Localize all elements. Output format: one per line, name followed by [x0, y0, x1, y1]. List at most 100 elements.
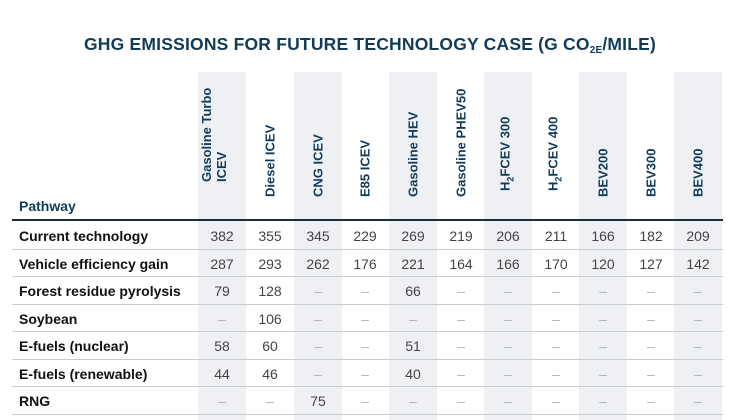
column-band	[579, 72, 627, 420]
table-cell: –	[314, 338, 322, 354]
table-cell: –	[218, 310, 226, 327]
table-cell: 287	[210, 255, 234, 272]
row-divider	[12, 248, 723, 250]
table-cell: –	[457, 338, 465, 354]
table-row: RNG – – 75 – – – – – – – –	[12, 387, 723, 415]
row-label: RNG	[19, 393, 51, 409]
table-cell: 58	[214, 338, 230, 354]
column-band	[389, 72, 437, 420]
table-cell: –	[314, 283, 322, 299]
column-band	[198, 72, 246, 420]
table-cell: –	[694, 393, 702, 409]
table-cell: 211	[544, 228, 568, 244]
table-cell: –	[647, 393, 655, 409]
row-divider	[12, 303, 723, 305]
table-row: Soybean – 106 – – – – – – – – –	[12, 305, 723, 332]
column-header: Gasoline HEV	[389, 72, 437, 218]
table-cell: 262	[306, 255, 330, 272]
column-band	[294, 72, 342, 420]
column-header: BEV200	[579, 72, 627, 218]
table-cell: 46	[262, 365, 278, 382]
table-cell: 355	[258, 228, 282, 244]
row-divider	[12, 276, 723, 277]
column-header: E85 ICEV	[341, 72, 389, 218]
column-header: H2FCEV 300	[484, 72, 532, 218]
table-cell: –	[647, 283, 655, 299]
table-cell: 164	[449, 255, 473, 272]
column-band	[484, 72, 532, 420]
column-header: CNG ICEV	[294, 72, 342, 218]
table-cell: 176	[353, 255, 377, 272]
table-cell: 120	[591, 255, 615, 272]
table-cell: 209	[686, 228, 710, 244]
table-cell: –	[694, 283, 702, 299]
column-header: Gasoline Turbo ICEV	[198, 72, 246, 218]
table-cell: 293	[258, 255, 282, 272]
column-header: Diesel ICEV	[246, 72, 294, 218]
table-cell: –	[457, 283, 465, 299]
table-cell: –	[504, 310, 512, 327]
table-cell: 221	[401, 255, 425, 272]
table-cell: 229	[353, 228, 377, 244]
pathway-column-header: Pathway	[19, 198, 76, 214]
page-title: GHG EMISSIONS FOR FUTURE TECHNOLOGY CASE…	[83, 34, 657, 56]
table-cell: –	[504, 393, 512, 409]
table-cell: –	[552, 310, 560, 327]
table-cell: –	[457, 365, 465, 382]
column-header: H2FCEV 400	[532, 72, 580, 218]
table-cell: –	[409, 310, 417, 327]
table-cell: 166	[496, 255, 520, 272]
column-header-label: Gasoline PHEV50	[453, 88, 469, 197]
table-cell: –	[361, 283, 369, 299]
column-header-label: H2FCEV 300	[497, 117, 516, 192]
table-cell: –	[694, 365, 702, 382]
table-cell: –	[694, 338, 702, 354]
table-cell: –	[409, 393, 417, 409]
table-cell: –	[504, 283, 512, 299]
table-cell: 382	[210, 228, 234, 244]
table-cell: –	[647, 365, 655, 382]
table-cell: –	[694, 310, 702, 327]
table-cell: –	[361, 365, 369, 382]
table-cell: –	[218, 393, 226, 409]
column-band	[674, 72, 722, 420]
table-cell: –	[599, 338, 607, 354]
table-cell: 170	[544, 255, 568, 272]
table-cell: 219	[449, 228, 473, 244]
table-cell: 206	[496, 228, 520, 244]
table-cell: 106	[258, 310, 282, 327]
row-divider	[12, 331, 723, 332]
table-cell: 269	[401, 228, 425, 244]
table-cell: –	[361, 310, 369, 327]
column-header-label: Gasoline Turbo ICEV	[199, 87, 229, 182]
table-cell: 51	[405, 338, 421, 354]
row-label: Forest residue pyrolysis	[19, 283, 181, 299]
table-cell: 127	[639, 255, 663, 272]
table-row: E-fuels (nuclear) 58 60 – – 51 – – – – – –	[12, 332, 723, 360]
table-cell: 142	[686, 255, 710, 272]
row-divider	[12, 386, 723, 387]
table-cell: –	[314, 310, 322, 327]
row-label: Current technology	[19, 228, 149, 244]
table-cell: –	[266, 393, 274, 409]
row-divider	[12, 358, 723, 360]
column-header-label: BEV200	[595, 148, 611, 197]
table-cell: –	[647, 338, 655, 354]
table-row: Vehicle efficiency gain 287 293 262 176 221 16…	[12, 250, 723, 277]
column-header: Gasoline PHEV50	[437, 72, 485, 218]
column-header-label: E85 ICEV	[357, 139, 373, 197]
table-row: Current technology 382 355 345 229 269 219 206 2…	[12, 222, 723, 250]
column-header-label: BEV300	[643, 148, 659, 197]
table-cell: –	[552, 283, 560, 299]
table-cell: 75	[310, 393, 326, 409]
table-cell: –	[361, 338, 369, 354]
table-cell: –	[647, 310, 655, 327]
table-cell: –	[552, 338, 560, 354]
table-cell: 345	[306, 228, 330, 244]
column-header-label: BEV400	[690, 148, 706, 197]
column-header-label: Gasoline HEV	[405, 111, 421, 197]
table-cell: –	[504, 338, 512, 354]
table-cell: –	[599, 310, 607, 327]
row-divider	[12, 413, 723, 415]
table-cell: –	[457, 310, 465, 327]
